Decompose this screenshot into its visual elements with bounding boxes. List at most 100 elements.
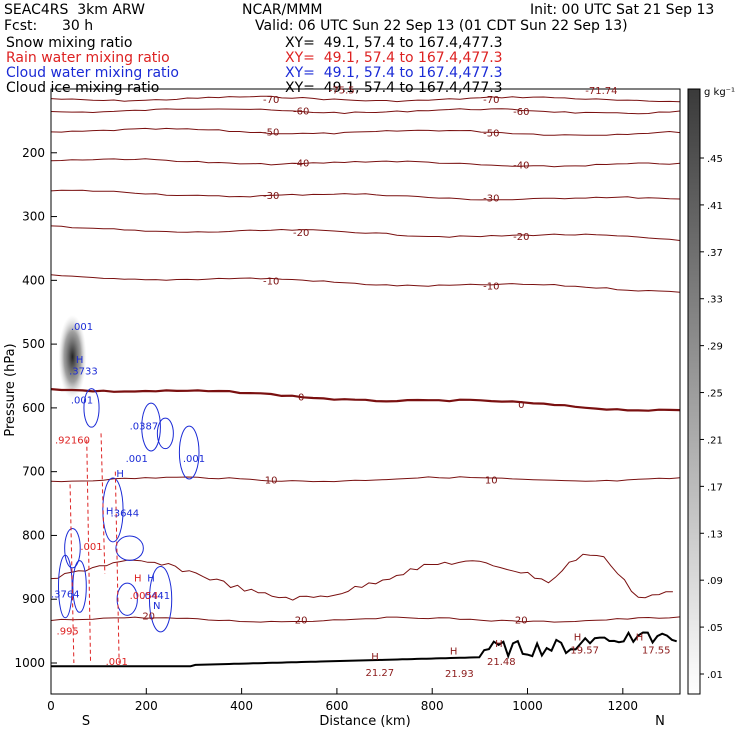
y-tick-label: 1000 (14, 656, 45, 670)
forecast-label: Fcst: (4, 18, 38, 34)
isotherm-label: 20 (515, 616, 528, 627)
init-time: Init: 00 UTC Sat 21 Sep 13 (530, 2, 715, 18)
contour-annotation: -71.74 (585, 86, 617, 97)
isotherm-label: 10 (485, 475, 498, 486)
contour-annotation: .001 (126, 454, 148, 465)
colorbar-label: .01 (707, 670, 723, 681)
colorbar-label: .33 (707, 295, 723, 306)
contour-annotation: 21.93 (445, 669, 474, 680)
contour-annotation: .3644 (111, 508, 140, 519)
cloud-water-contour (141, 402, 161, 452)
field-xy-cloudice: XY= 49.1, 57.4 to 167.4,477.3 (285, 80, 503, 96)
contour-annotation: .3764 (51, 589, 80, 600)
contour-annotation: .3733 (69, 367, 98, 378)
isotherm-label: -40 (513, 160, 529, 171)
rain-contour (69, 484, 75, 664)
contour-annotation: H (116, 469, 124, 480)
x-axis-label: Distance (km) (319, 714, 410, 729)
x-tick-label: 1200 (608, 699, 639, 713)
field-label-snow: Snow mixing ratio (6, 35, 133, 51)
isotherm-label: -40 (293, 159, 309, 170)
contour-annotation: .92160 (55, 436, 90, 447)
y-tick-label: 400 (22, 273, 45, 287)
isotherm-label: 10 (265, 475, 278, 486)
terrain-line (51, 630, 677, 668)
field-xy-rain: XY= 49.1, 57.4 to 167.4,477.3 (285, 50, 503, 66)
colorbar-label: .41 (707, 201, 723, 212)
valid-time: Valid: 06 UTC Sun 22 Sep 13 (01 CDT Sun … (255, 18, 628, 34)
field-xy-snow: XY= 49.1, 57.4 to 167.4,477.3 (285, 35, 503, 51)
rain-contour (114, 471, 120, 664)
isotherm-label: -20 (293, 228, 309, 239)
isotherm-line (51, 127, 680, 136)
contour-annotation: .001 (106, 657, 128, 668)
field-label-rain: Rain water mixing ratio (6, 50, 170, 66)
contour-annotation: 21.48 (487, 657, 516, 668)
cloud-water-contour (148, 566, 173, 633)
isotherm-label: -70 (263, 95, 279, 106)
contour-annotation: H (495, 639, 503, 650)
isotherm-label: -10 (263, 277, 279, 288)
contour-annotation: H (106, 506, 114, 517)
isotherm-label: 0 (518, 400, 524, 411)
colorbar (687, 88, 701, 695)
isotherm-label: -60 (293, 107, 309, 118)
contour-annotation: .0387 (130, 422, 159, 433)
cloud-water-contour (102, 477, 124, 543)
contour-annotation: H (450, 647, 458, 658)
y-tick-label: 500 (22, 337, 45, 351)
contour-annotation: H (147, 573, 155, 584)
y-tick-label: 800 (22, 528, 45, 542)
colorbar-label: .05 (707, 623, 723, 634)
isotherm-line (51, 189, 680, 201)
colorbar-label: .09 (707, 576, 723, 587)
y-tick-label: 900 (22, 592, 45, 606)
cloud-water-contour (178, 425, 200, 480)
contour-annotation: .0441 (142, 591, 171, 602)
rain-contour (100, 433, 106, 574)
contour-annotation: H (636, 633, 644, 644)
y-tick-label: 600 (22, 401, 45, 415)
contour-annotation: .001 (183, 454, 205, 465)
contour-annotation: H (371, 652, 379, 663)
contour-annotation: H (574, 633, 582, 644)
colorbar-label: .37 (707, 248, 723, 259)
field-label-cloudwater: Cloud water mixing ratio (6, 65, 179, 81)
isotherm-label: -30 (483, 194, 499, 205)
colorbar-label: .13 (707, 529, 723, 540)
x-tick-label: 400 (230, 699, 253, 713)
cloud-water-contour (116, 582, 138, 616)
y-tick-label: 200 (22, 146, 45, 160)
colorbar-label: .29 (707, 342, 723, 353)
model-title: SEAC4RS 3km ARW (4, 2, 145, 18)
contour-annotation: 19.57 (570, 645, 599, 656)
contour-annotation: -75.5 (329, 85, 355, 96)
contour-annotation: H (134, 573, 142, 584)
plot-frame (50, 88, 681, 695)
isotherm-label: -10 (483, 282, 499, 293)
isotherm-label: 20 (295, 616, 308, 627)
x-end-label-south: S (82, 714, 90, 729)
colorbar-label: .45 (707, 154, 723, 165)
contour-annotation: .001 (80, 542, 102, 553)
isotherm-label: -20 (513, 232, 529, 243)
isotherm-label: -60 (513, 107, 529, 118)
isotherm-line (51, 225, 680, 241)
isotherm-label: 0 (298, 392, 304, 403)
rain-contour (86, 439, 92, 664)
isotherm-line (51, 158, 680, 168)
contour-annotation: .001 (71, 395, 93, 406)
boundary-layer-contour (51, 553, 673, 601)
isotherm-line (51, 274, 680, 293)
field-label-cloudice: Cloud ice mixing ratio (6, 80, 160, 96)
cloud-water-contour (115, 535, 144, 561)
forecast-value: 30 h (62, 18, 94, 34)
y-axis-label: Pressure (hPa) (3, 343, 18, 436)
contour-annotation: .001 (71, 322, 93, 333)
field-xy-cloudwater: XY= 49.1, 57.4 to 167.4,477.3 (285, 65, 503, 81)
y-tick-label: 300 (22, 210, 45, 224)
contour-annotation: .995 (57, 626, 79, 637)
colorbar-label: .21 (707, 435, 723, 446)
x-tick-label: 800 (421, 699, 444, 713)
contour-annotation: 20 (142, 612, 155, 623)
